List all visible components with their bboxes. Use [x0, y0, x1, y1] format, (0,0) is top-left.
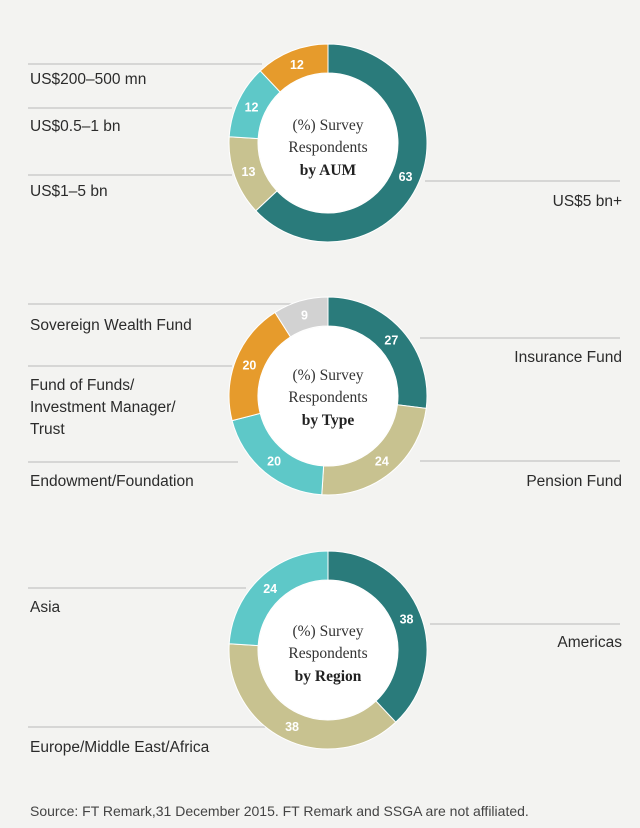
center-label-line-2: Respondents	[288, 139, 367, 156]
legend-label-line: Trust	[30, 421, 65, 438]
donut-slice-2-2	[228, 550, 329, 647]
legend-label-line: Investment Manager/	[30, 399, 176, 416]
slice-value-label-1-1: 24	[375, 455, 389, 469]
slice-value-label-0-2: 12	[245, 101, 259, 115]
center-label-line-3: by Region	[295, 668, 362, 685]
donut-ring-aum: 63 13 12 12	[228, 43, 428, 243]
slice-value-label-0-3: 12	[290, 58, 304, 72]
slice-value-label-0-0: 63	[399, 170, 413, 184]
center-label-line-1: (%) Survey	[292, 367, 363, 384]
center-label-line-1: (%) Survey	[292, 117, 363, 134]
legend-label-line: Fund of Funds/	[30, 377, 135, 394]
donut-center-2	[258, 580, 398, 720]
center-label-line-3: by AUM	[300, 162, 357, 179]
donut-slice-0-3	[259, 43, 329, 93]
legend-label-us200-500mn: US$200–500 mn	[30, 71, 146, 88]
donut-chart-aum: 63 13 12 12 (%) Survey Respondents by AUM U…	[28, 43, 622, 243]
donut-ring-region: 38 38 24	[228, 550, 428, 750]
center-label-line-3: by Type	[302, 412, 355, 429]
center-label-line-1: (%) Survey	[292, 623, 363, 640]
legend-label-insurance-fund: Insurance Fund	[514, 349, 622, 366]
slice-value-label-1-0: 27	[384, 334, 398, 348]
donut-slice-1-4	[274, 296, 329, 338]
center-label-line-2: Respondents	[288, 389, 367, 406]
donut-slice-2-1	[228, 643, 397, 750]
slice-value-label-0-1: 13	[242, 165, 256, 179]
donut-slice-2-0	[327, 550, 428, 723]
slice-value-label-2-0: 38	[400, 612, 414, 626]
legend-label-sovereign-wealth-fund: Sovereign Wealth Fund	[30, 317, 192, 334]
legend-label-fund-of-funds: Fund of Funds/ Investment Manager/ Trust	[30, 377, 180, 438]
legend-label-europe-middle-east-africa: Europe/Middle East/Africa	[30, 739, 210, 756]
source-note: Source: FT Remark,31 December 2015. FT R…	[30, 803, 529, 819]
legend-label-asia: Asia	[30, 599, 61, 616]
donut-ring-type: 27 24 20 20 9	[228, 296, 428, 496]
donut-center-0	[258, 73, 398, 213]
legend-label-us0.5-1bn: US$0.5–1 bn	[30, 118, 121, 135]
donut-chart-type: 27 24 20 20 9 (%) Survey Respondents by Type…	[28, 296, 622, 496]
legend-label-us5bn-plus: US$5 bn+	[553, 193, 622, 210]
donut-slice-0-0	[255, 43, 428, 243]
legend-label-us1-5bn: US$1–5 bn	[30, 183, 108, 200]
slice-value-label-2-1: 38	[285, 720, 299, 734]
center-label-line-2: Respondents	[288, 645, 367, 662]
slice-value-label-1-3: 20	[242, 358, 256, 372]
slice-value-label-2-2: 24	[263, 582, 277, 596]
legend-label-americas: Americas	[557, 634, 622, 651]
legend-label-pension-fund: Pension Fund	[526, 473, 622, 490]
donut-center-1	[258, 326, 398, 466]
slice-value-label-1-2: 20	[267, 455, 281, 469]
legend-label-endowment-foundation: Endowment/Foundation	[30, 473, 194, 490]
slice-value-label-1-4: 9	[301, 308, 308, 322]
